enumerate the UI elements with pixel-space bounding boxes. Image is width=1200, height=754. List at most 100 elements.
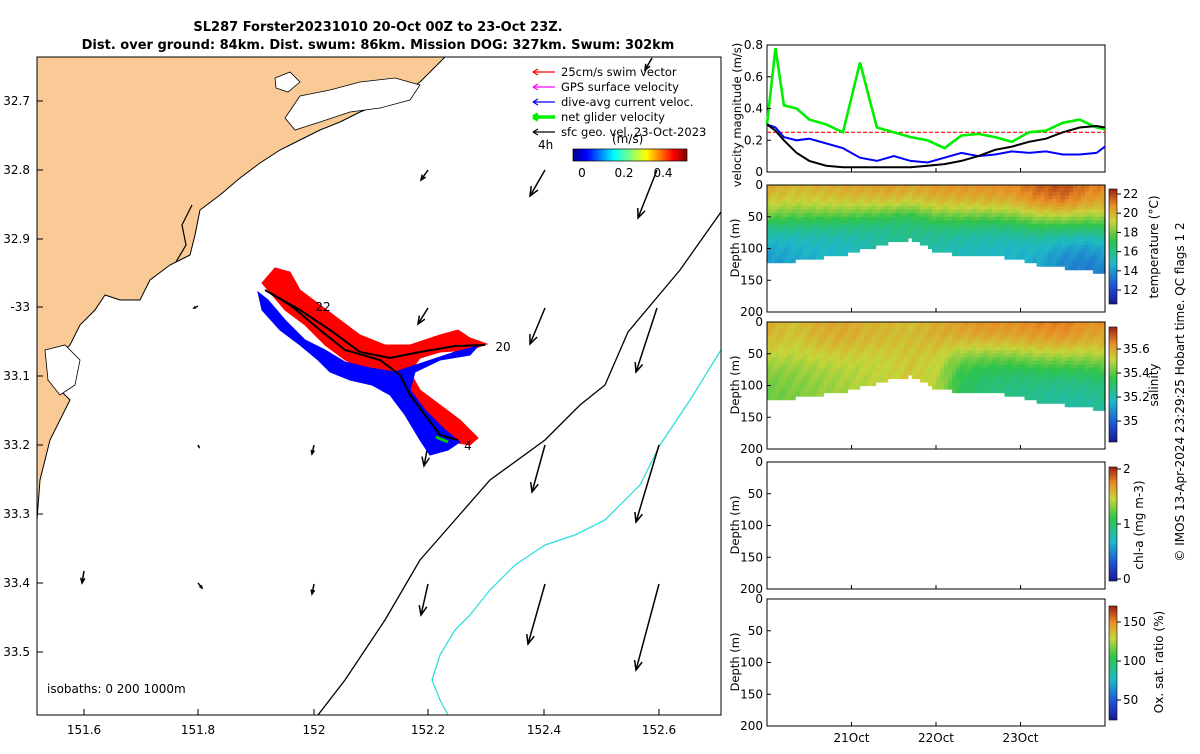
section-cell bbox=[783, 248, 788, 253]
section-cell bbox=[1036, 339, 1042, 344]
section-cell bbox=[803, 381, 808, 387]
section-cell bbox=[855, 206, 861, 211]
section-cell bbox=[1076, 220, 1082, 225]
section-cell bbox=[899, 237, 905, 243]
section-cell bbox=[843, 252, 849, 257]
section-cell bbox=[1068, 346, 1074, 351]
section-cell bbox=[1076, 206, 1082, 211]
section-cell bbox=[972, 188, 977, 193]
section-cell bbox=[1052, 216, 1058, 221]
section-cell bbox=[996, 325, 1001, 330]
section-cell bbox=[1096, 244, 1102, 250]
section-cell bbox=[931, 192, 937, 197]
section-cell bbox=[803, 371, 808, 376]
section-cell bbox=[1056, 336, 1062, 341]
section-cell bbox=[964, 199, 969, 204]
section-cell bbox=[1028, 336, 1034, 341]
section-cell bbox=[1056, 244, 1062, 250]
section-cell bbox=[1036, 216, 1042, 221]
section-cell bbox=[1008, 223, 1014, 228]
section-cell bbox=[815, 339, 820, 344]
section-cell bbox=[879, 237, 885, 243]
section-cell bbox=[1068, 248, 1074, 253]
map-panel: 22 20 4 isobaths: 0 200 1000m 151.6 151.8… bbox=[3, 56, 722, 737]
section-cell bbox=[992, 223, 997, 228]
section-cell bbox=[1060, 216, 1066, 221]
section-cell bbox=[871, 353, 877, 358]
section-cell bbox=[823, 329, 828, 334]
section-cell bbox=[799, 252, 804, 257]
section-cell bbox=[1060, 357, 1066, 362]
section-cell bbox=[771, 255, 776, 260]
section-cell bbox=[775, 353, 780, 358]
section-cell bbox=[767, 378, 772, 383]
section-cell bbox=[1092, 252, 1098, 257]
section-cell bbox=[899, 195, 905, 200]
section-cell bbox=[871, 332, 877, 337]
section-cell bbox=[923, 364, 929, 369]
section-cell bbox=[795, 360, 800, 365]
section-cell bbox=[799, 234, 804, 239]
section-cell bbox=[891, 209, 897, 214]
section-cell bbox=[1048, 371, 1054, 376]
section-cell bbox=[815, 381, 820, 387]
section-cell bbox=[1076, 403, 1082, 408]
section-cell bbox=[831, 339, 836, 344]
section-cell bbox=[1040, 396, 1046, 401]
section-cell bbox=[1052, 259, 1058, 264]
section-cell bbox=[948, 360, 953, 365]
section-cell bbox=[1048, 322, 1054, 327]
section-cell bbox=[1016, 381, 1022, 387]
section-cell bbox=[1060, 206, 1066, 211]
section-cell bbox=[1064, 364, 1070, 369]
section-cell bbox=[968, 367, 973, 372]
section-cell bbox=[980, 244, 985, 250]
section-cell bbox=[984, 343, 989, 348]
current-arrowhead bbox=[199, 585, 204, 590]
section-cell bbox=[1004, 343, 1010, 348]
section-cell bbox=[1100, 389, 1106, 394]
section-cell bbox=[1060, 364, 1066, 369]
section-cell bbox=[1088, 399, 1094, 404]
section-cell bbox=[1076, 199, 1082, 204]
section-cell bbox=[891, 339, 897, 344]
section-cell bbox=[915, 332, 921, 337]
section-cell bbox=[767, 350, 772, 355]
section-cell bbox=[972, 234, 977, 239]
section-cell bbox=[944, 378, 949, 383]
section-cell bbox=[815, 353, 820, 358]
section-cell bbox=[1004, 346, 1010, 351]
section-cell bbox=[1000, 381, 1005, 387]
section-cell bbox=[1084, 329, 1090, 334]
section-cell bbox=[851, 360, 857, 365]
section-cell bbox=[855, 343, 861, 348]
section-cell bbox=[1060, 343, 1066, 348]
section-cell bbox=[1100, 230, 1106, 235]
section-cell bbox=[831, 241, 836, 246]
section-cell bbox=[803, 223, 808, 228]
section-cell bbox=[819, 185, 824, 190]
section-cell bbox=[1060, 332, 1066, 337]
section-cell bbox=[984, 360, 989, 365]
section-cell bbox=[936, 385, 941, 390]
section-cell bbox=[803, 213, 808, 218]
section-cell bbox=[936, 374, 941, 380]
section-cell bbox=[919, 202, 925, 207]
section-cell bbox=[787, 234, 792, 239]
section-cell bbox=[1084, 252, 1090, 257]
section-cell bbox=[867, 364, 873, 369]
section-cell bbox=[831, 371, 836, 376]
section-cell bbox=[1028, 360, 1034, 365]
section-cell bbox=[1084, 332, 1090, 337]
section-cell bbox=[843, 209, 849, 214]
section-cell bbox=[875, 192, 881, 197]
section-cell bbox=[827, 322, 832, 327]
section-cell bbox=[923, 371, 929, 376]
section-cell bbox=[779, 322, 784, 327]
section-cell bbox=[867, 367, 873, 372]
section-cell bbox=[807, 381, 812, 387]
section-cell bbox=[887, 220, 893, 225]
section-cell bbox=[1044, 357, 1050, 362]
section-cell bbox=[1056, 374, 1062, 380]
section-cell bbox=[1084, 262, 1090, 267]
